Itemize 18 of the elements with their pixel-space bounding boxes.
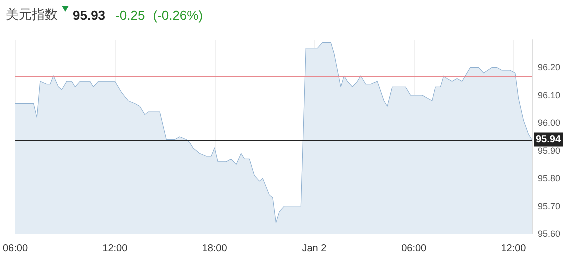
x-tick-label: Jan 2 — [302, 244, 328, 254]
x-tick-label: 06:00 — [402, 244, 428, 254]
y-tick-label: 96.00 — [538, 118, 561, 128]
x-tick-label: 06:00 — [2, 244, 28, 254]
x-tick-label: 18:00 — [202, 244, 228, 254]
y-tick-label: 95.80 — [538, 174, 561, 184]
ref-line-label: 95.94 — [536, 134, 562, 146]
x-tick-label: 12:00 — [501, 244, 527, 254]
x-tick-label: 12:00 — [102, 244, 128, 254]
text: 95.93 — [73, 8, 106, 22]
y-tick-label: 96.20 — [538, 62, 561, 73]
y-tick-label: 95.60 — [538, 229, 561, 239]
text: -0.25 — [116, 8, 146, 22]
y-tick-label: 96.10 — [538, 90, 561, 100]
text: (-0.26%) — [153, 8, 204, 22]
y-tick-label: 95.90 — [538, 146, 561, 156]
y-tick-label: 95.70 — [538, 201, 561, 212]
chart-title: 美元指数 — [6, 7, 58, 24]
